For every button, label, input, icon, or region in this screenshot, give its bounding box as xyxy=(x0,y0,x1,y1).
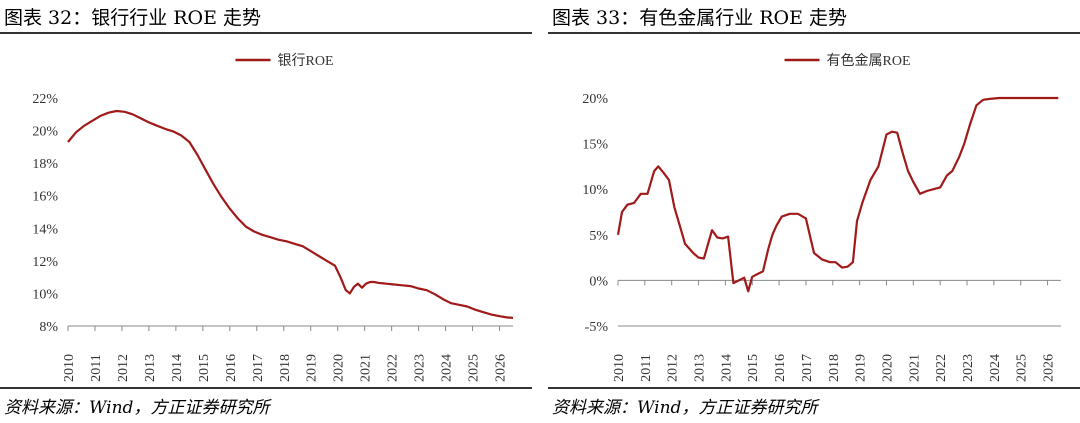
x-tick-label: 2012 xyxy=(666,354,681,382)
metals-roe-line-chart: -5% 0% 5% 10% 15% 20% 2010 2011 2012 2013 2014 2015… xyxy=(582,52,1061,382)
x-tick-label: 2017 xyxy=(800,354,815,382)
x-tick-label: 2018 xyxy=(827,354,842,382)
x-tick-label: 2023 xyxy=(961,354,976,382)
x-tick-label: 2020 xyxy=(880,354,895,382)
x-tick-label: 2019 xyxy=(305,354,320,382)
chart-panel-metals-roe: 图表 33：有色金属行业 ROE 走势 -5% 0% 5% 10% 15% 20% 2010… xyxy=(548,0,1080,423)
y-tick-label: 14% xyxy=(32,222,58,237)
x-tick-label: 2014 xyxy=(719,354,734,382)
x-tick-label: 2017 xyxy=(251,354,266,382)
x-tick-label: 2024 xyxy=(988,354,1003,382)
x-tick-label: 2010 xyxy=(612,354,627,382)
x-tick-label: 2011 xyxy=(89,354,104,381)
x-tick-label: 2016 xyxy=(773,354,788,382)
figure-title: 图表 32：银行行业 ROE 走势 xyxy=(4,7,262,29)
x-tick-label: 2026 xyxy=(494,354,509,382)
x-tick-label: 2022 xyxy=(386,354,401,382)
x-tick-label: 2013 xyxy=(693,354,708,382)
x-tick-label: 2026 xyxy=(1042,354,1057,382)
x-tick-label: 2021 xyxy=(359,354,374,382)
x-tick-label: 2025 xyxy=(1015,354,1030,382)
y-tick-label: 20% xyxy=(582,92,608,107)
y-tick-label: 15% xyxy=(582,138,608,153)
x-tick-label: 2025 xyxy=(467,354,482,382)
x-tick-label: 2021 xyxy=(907,354,922,382)
y-tick-label: 16% xyxy=(32,190,58,205)
y-tick-label: 22% xyxy=(32,92,58,107)
source-divider xyxy=(548,387,1080,389)
y-tick-label: 18% xyxy=(32,157,58,172)
x-tick-label: 2024 xyxy=(440,354,455,382)
y-tick-label: 8% xyxy=(39,320,58,335)
x-tick-label: 2016 xyxy=(224,354,239,382)
y-tick-label: 20% xyxy=(32,125,58,140)
legend-label: 有色金属ROE xyxy=(827,52,911,69)
x-tick-label: 2018 xyxy=(278,354,293,382)
source-divider xyxy=(0,387,532,389)
x-tick-label: 2020 xyxy=(332,354,347,382)
bank-roe-line-chart: 8% 10% 12% 14% 16% 18% 20% 22% 2010 2011 2012 2013 2… xyxy=(32,53,514,382)
source-note: 资料来源：Wind，方正证券研究所 xyxy=(552,398,818,418)
series-line xyxy=(67,109,514,319)
y-tick-label: -5% xyxy=(585,320,609,335)
figure-title: 图表 33：有色金属行业 ROE 走势 xyxy=(552,7,848,29)
title-divider xyxy=(0,32,532,34)
y-tick-label: 10% xyxy=(582,183,608,198)
x-tick-label: 2015 xyxy=(746,354,761,382)
title-divider xyxy=(548,32,1080,34)
source-note: 资料来源：Wind，方正证券研究所 xyxy=(4,398,270,418)
x-tick-label: 2015 xyxy=(197,354,212,382)
x-tick-label: 2011 xyxy=(639,354,654,381)
x-tick-label: 2022 xyxy=(934,354,949,382)
legend-label: 银行ROE xyxy=(278,53,334,69)
x-tick-label: 2023 xyxy=(413,354,428,382)
chart-panel-bank-roe: 图表 32：银行行业 ROE 走势 8% 10% 12% 14% 16% 18% 20% 22… xyxy=(0,0,532,423)
x-tick-label: 2014 xyxy=(170,354,185,382)
x-tick-label: 2013 xyxy=(143,354,158,382)
y-tick-label: 12% xyxy=(32,255,58,270)
series-line xyxy=(616,96,1059,293)
y-tick-label: 10% xyxy=(32,287,58,302)
y-tick-label: 5% xyxy=(589,229,608,244)
x-tick-label: 2010 xyxy=(62,354,77,382)
x-tick-label: 2012 xyxy=(116,354,131,382)
y-tick-label: 0% xyxy=(589,274,608,289)
x-tick-label: 2019 xyxy=(854,354,869,382)
